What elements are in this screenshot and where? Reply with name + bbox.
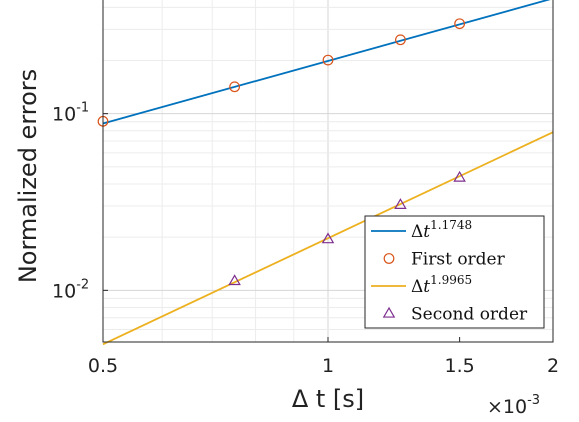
legend-label-exponent: 1.9965 [430,273,472,287]
tick-layer: 0.5 1 1.5 210-110-2 [52,101,559,377]
legend-label: Δt1.9965 [411,273,472,297]
legend-swatch [382,306,396,318]
x-tick-label: 1.5 [445,355,475,377]
y-tick-label: 10-2 [52,277,89,302]
data-point [228,274,241,286]
y-tick-label: 10-1 [52,101,89,126]
legend-box [364,215,545,329]
legend-label: First order [411,250,506,270]
y-tick-base: 10 [52,104,76,126]
legend-label-delta: Δ [411,277,423,297]
data-point [454,18,466,30]
x-axis-label: Δ t [s] [292,385,364,413]
data-point [229,81,241,93]
x-multiplier-base: ×10 [487,396,527,418]
data-point [322,54,334,66]
y-tick-exponent: -2 [76,277,89,292]
legend-label: Second order [411,305,528,325]
y-tick-exponent: -1 [76,101,89,116]
x-multiplier-exponent: -3 [527,393,540,408]
legend-swatch [383,253,395,264]
x-tick-label: 1 [322,355,334,377]
legend-label: Δt1.1748 [411,218,472,242]
series-line [102,0,551,125]
legend-label-variable: t [423,222,430,242]
data-point [394,198,407,209]
series-line [102,131,554,346]
legend-label-variable: t [423,277,430,297]
y-tick-base: 10 [52,280,76,302]
x-tick-label: 0.5 [88,355,118,377]
legend-label-delta: Δ [411,222,423,242]
x-axis-multiplier: ×10-3 [487,393,540,418]
data-point [321,232,335,244]
data-point [453,170,466,182]
legend-label-exponent: 1.1748 [430,218,472,232]
data-point [395,34,406,46]
y-axis-label: Normalized errors [14,69,42,283]
x-tick-label: 2 [547,355,559,377]
series-layer [97,0,554,346]
